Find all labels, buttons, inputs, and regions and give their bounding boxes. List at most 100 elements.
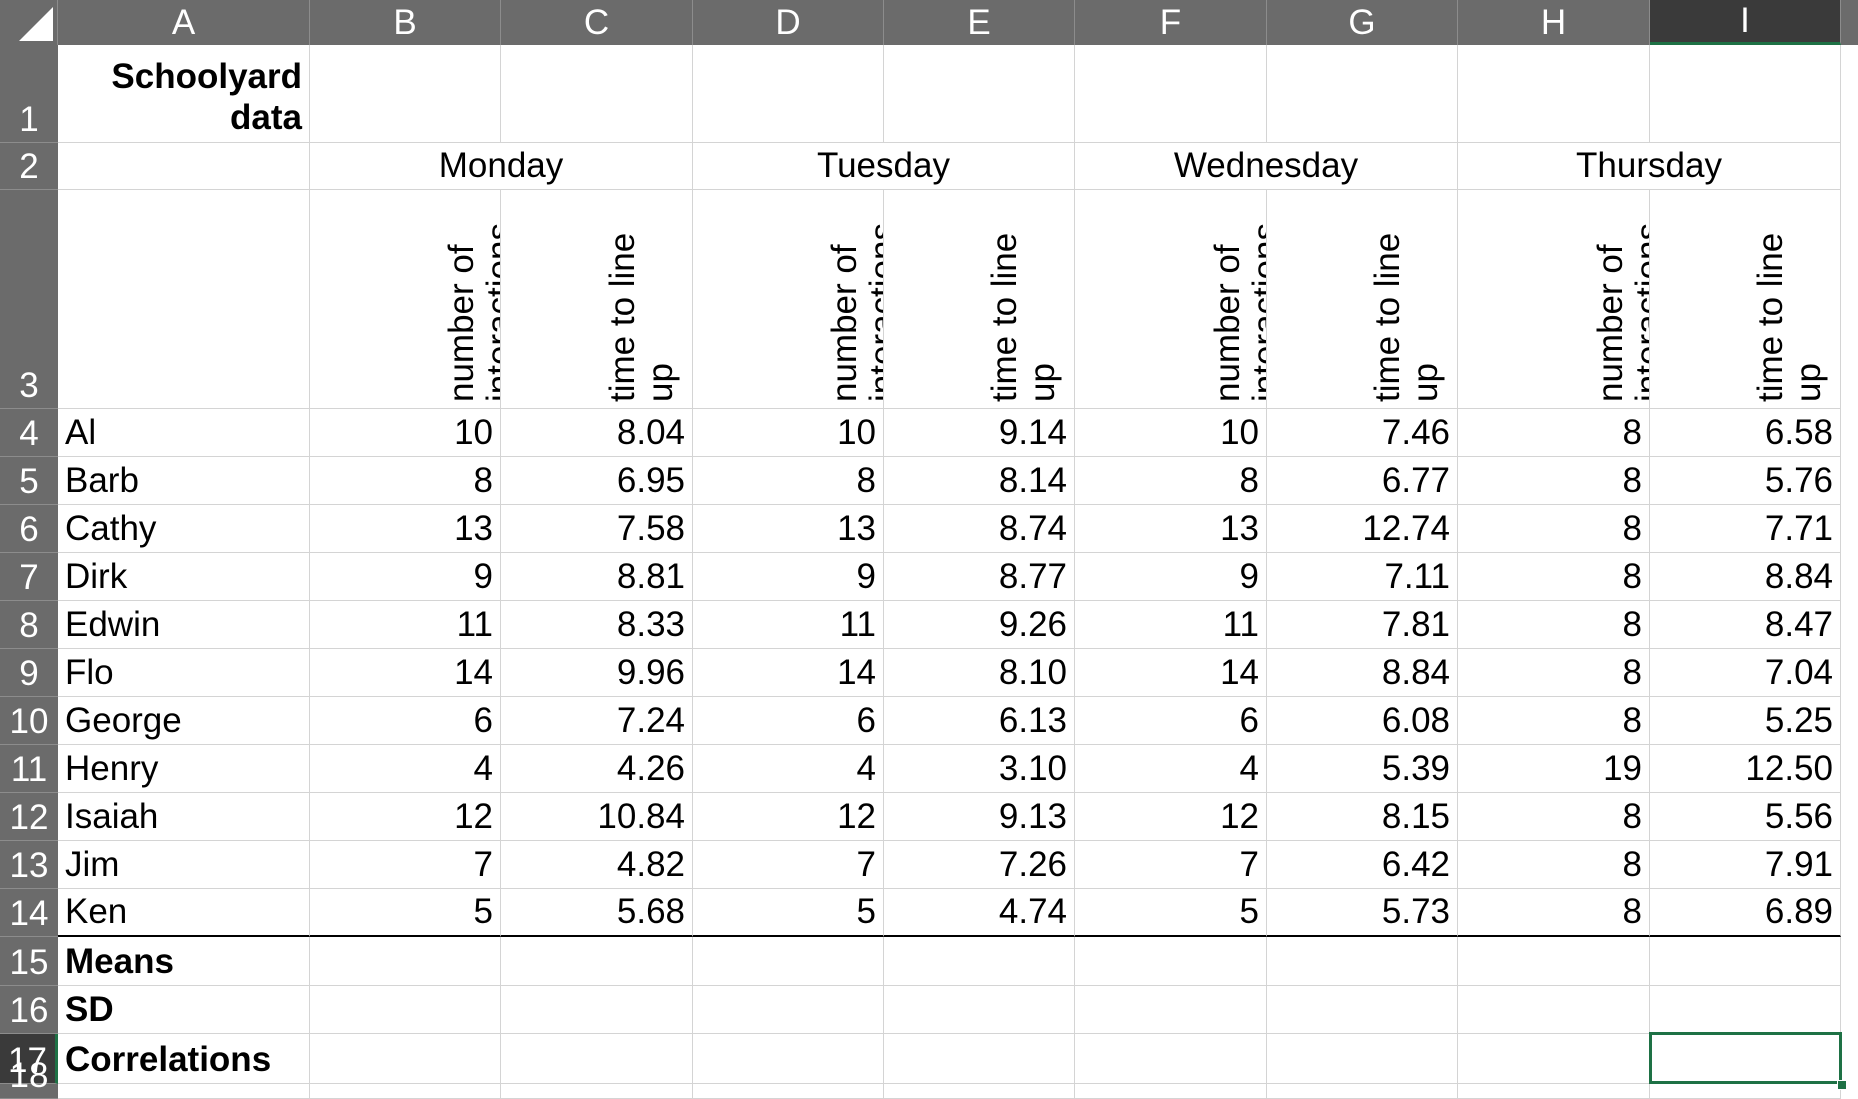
value-cell[interactable]: 9.13 [884,793,1075,841]
value-cell[interactable]: 6.89 [1650,889,1841,937]
value-cell[interactable]: 8 [1458,841,1650,889]
value-cell[interactable]: 6.77 [1267,457,1458,505]
value-cell[interactable]: 5.56 [1650,793,1841,841]
value-cell[interactable]: 8 [310,457,501,505]
cell-a1-title[interactable]: Schoolyard data [58,45,310,143]
value-cell[interactable]: 8.84 [1650,553,1841,601]
value-cell[interactable]: 4 [310,745,501,793]
value-cell[interactable]: 5.73 [1267,889,1458,937]
value-cell[interactable]: 8 [1458,553,1650,601]
summary-cell[interactable] [310,986,501,1034]
value-cell[interactable]: 7.71 [1650,505,1841,553]
value-cell[interactable]: 8 [1458,793,1650,841]
value-cell[interactable]: 6.42 [1267,841,1458,889]
summary-cell[interactable] [1075,937,1267,986]
summary-cell[interactable] [693,937,884,986]
value-cell[interactable]: 6.95 [501,457,693,505]
cell-g1[interactable] [1267,45,1458,143]
name-cell[interactable]: Cathy [58,505,310,553]
value-cell[interactable]: 5.68 [501,889,693,937]
value-cell[interactable]: 8.84 [1267,649,1458,697]
value-cell[interactable]: 5.76 [1650,457,1841,505]
value-cell[interactable]: 8.04 [501,409,693,457]
cell-h1[interactable] [1458,45,1650,143]
value-cell[interactable]: 6.58 [1650,409,1841,457]
name-cell[interactable]: Barb [58,457,310,505]
row-header-14[interactable]: 14 [0,889,58,937]
row-header-1[interactable]: 1 [0,45,58,143]
name-cell[interactable]: Henry [58,745,310,793]
summary-cell[interactable] [1075,986,1267,1034]
value-cell[interactable]: 12.50 [1650,745,1841,793]
value-cell[interactable]: 8.15 [1267,793,1458,841]
value-cell[interactable]: 6 [1075,697,1267,745]
value-cell[interactable]: 13 [1075,505,1267,553]
value-cell[interactable]: 8.47 [1650,601,1841,649]
day-header-monday[interactable]: Monday [310,143,693,190]
column-header-f[interactable]: F [1075,0,1267,45]
name-cell[interactable]: Al [58,409,310,457]
value-cell[interactable]: 6.13 [884,697,1075,745]
value-cell[interactable]: 7.46 [1267,409,1458,457]
value-cell[interactable]: 8 [1458,409,1650,457]
summary-cell[interactable] [1267,1034,1458,1084]
value-cell[interactable]: 6 [310,697,501,745]
fill-handle[interactable] [1837,1080,1847,1090]
column-header-c[interactable]: C [501,0,693,45]
value-cell[interactable]: 7 [310,841,501,889]
cell-e1[interactable] [884,45,1075,143]
name-cell[interactable]: George [58,697,310,745]
row-header-2[interactable]: 2 [0,143,58,190]
day-header-tuesday[interactable]: Tuesday [693,143,1075,190]
value-cell[interactable]: 5.25 [1650,697,1841,745]
cell-c1[interactable] [501,45,693,143]
summary-cell[interactable] [693,1034,884,1084]
value-cell[interactable]: 7.58 [501,505,693,553]
value-cell[interactable]: 6 [693,697,884,745]
value-cell[interactable]: 13 [693,505,884,553]
row-header-16[interactable]: 16 [0,986,58,1034]
value-cell[interactable]: 8 [1458,889,1650,937]
summary-cell[interactable] [1458,986,1650,1034]
value-cell[interactable]: 14 [310,649,501,697]
value-cell[interactable]: 8.74 [884,505,1075,553]
value-cell[interactable]: 11 [1075,601,1267,649]
value-cell[interactable]: 8 [1458,697,1650,745]
summary-cell[interactable] [884,1034,1075,1084]
value-cell[interactable]: 7.11 [1267,553,1458,601]
value-cell[interactable]: 13 [310,505,501,553]
cell-a3[interactable] [58,190,310,409]
name-cell[interactable]: Edwin [58,601,310,649]
value-cell[interactable]: 4.82 [501,841,693,889]
value-cell[interactable]: 8 [693,457,884,505]
name-cell[interactable]: Ken [58,889,310,937]
value-cell[interactable]: 10 [310,409,501,457]
cell-a2[interactable] [58,143,310,190]
row-header-12[interactable]: 12 [0,793,58,841]
value-cell[interactable]: 5 [693,889,884,937]
name-cell[interactable]: Dirk [58,553,310,601]
value-cell[interactable]: 12 [310,793,501,841]
subheader-lineup-monday[interactable]: time to line up [501,190,693,409]
value-cell[interactable]: 10 [1075,409,1267,457]
value-cell[interactable]: 3.10 [884,745,1075,793]
row-header-13[interactable]: 13 [0,841,58,889]
value-cell[interactable]: 8.14 [884,457,1075,505]
subheader-lineup-thursday[interactable]: time to line up [1650,190,1841,409]
row-header-5[interactable]: 5 [0,457,58,505]
day-header-wednesday[interactable]: Wednesday [1075,143,1458,190]
value-cell[interactable]: 4.74 [884,889,1075,937]
cell-f1[interactable] [1075,45,1267,143]
column-header-a[interactable]: A [58,0,310,45]
value-cell[interactable]: 9.96 [501,649,693,697]
day-header-thursday[interactable]: Thursday [1458,143,1841,190]
row-header-9[interactable]: 9 [0,649,58,697]
value-cell[interactable]: 14 [693,649,884,697]
summary-cell[interactable] [884,937,1075,986]
value-cell[interactable]: 7.24 [501,697,693,745]
value-cell[interactable]: 9 [1075,553,1267,601]
subheader-interactions-tuesday[interactable]: number of interactions [693,190,884,409]
cell-d1[interactable] [693,45,884,143]
column-header-d[interactable]: D [693,0,884,45]
subheader-interactions-monday[interactable]: number of interactions [310,190,501,409]
